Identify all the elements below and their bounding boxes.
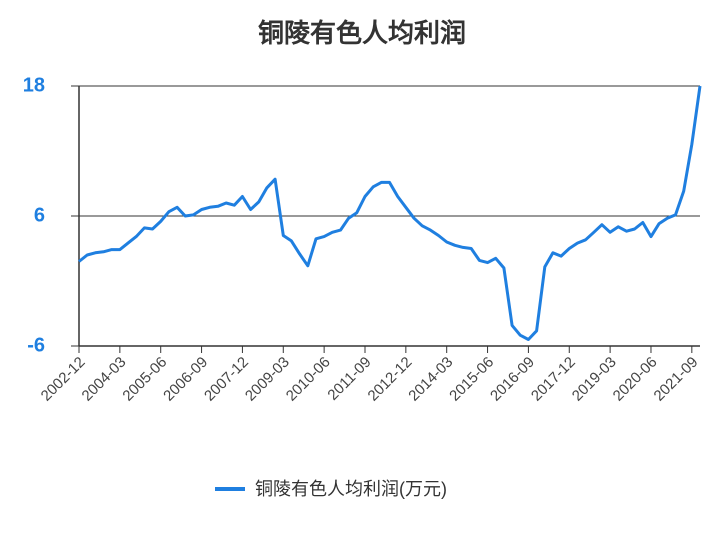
x-tick-label: 2012-12 [365, 354, 416, 405]
x-tick-label: 2019-03 [569, 354, 620, 405]
x-tick-label: 2007-12 [201, 354, 252, 405]
y-tick-label: -6 [27, 334, 45, 356]
x-tick-label: 2021-09 [651, 354, 702, 405]
x-tick-label: 2002-12 [38, 354, 89, 405]
chart-title: 铜陵有色人均利润 [258, 18, 466, 48]
x-tick-label: 2020-06 [610, 354, 661, 405]
x-tick-label: 2004-03 [79, 354, 130, 405]
x-tick-label: 2014-03 [405, 354, 456, 405]
x-tick-label: 2009-03 [242, 354, 293, 405]
x-tick-label: 2015-06 [446, 354, 497, 405]
x-tick-label: 2006-09 [160, 354, 211, 405]
y-tick-label: 18 [23, 74, 45, 96]
line-series [78, 85, 702, 341]
legend-label: 铜陵有色人均利润(万元) [255, 479, 447, 499]
y-tick-label: 6 [34, 204, 45, 226]
x-tick-label: 2016-09 [487, 354, 538, 405]
x-tick-label: 2017-12 [528, 354, 579, 405]
x-tick-label: 2010-06 [283, 354, 334, 405]
x-tick-label: 2005-06 [119, 354, 170, 405]
